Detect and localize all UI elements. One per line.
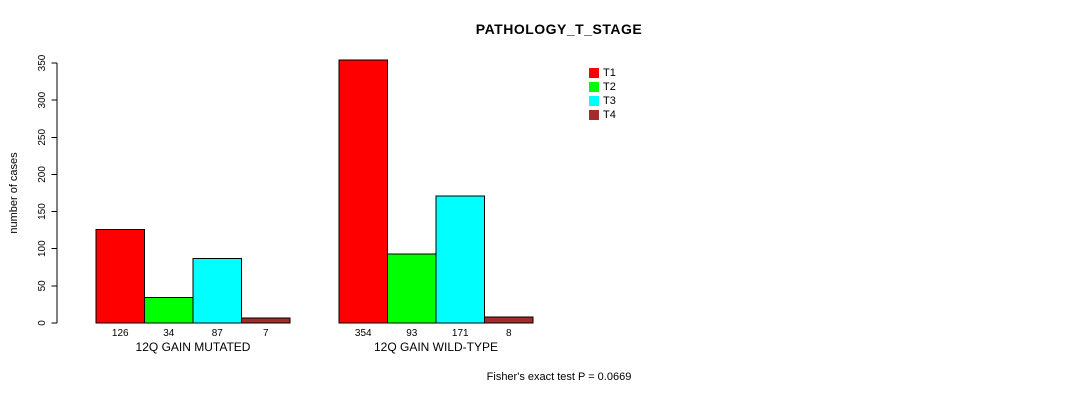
y-axis-tick-label: 350	[37, 54, 48, 71]
y-axis-tick-label: 150	[37, 203, 48, 220]
bar-value-label: 8	[506, 328, 512, 339]
y-axis-tick-label: 250	[37, 129, 48, 146]
bar-T2	[387, 253, 437, 324]
y-axis-tick-label: 100	[37, 240, 48, 257]
category-label: 12Q GAIN WILD-TYPE	[374, 340, 498, 354]
bar-value-label: 87	[212, 328, 224, 339]
legend-swatch-icon	[589, 82, 599, 92]
legend-swatch-icon	[589, 68, 599, 78]
bar-T1	[338, 59, 388, 324]
legend-label: T4	[603, 109, 616, 121]
y-axis-title: number of cases	[8, 152, 20, 234]
legend-item-T4: T4	[589, 108, 616, 122]
y-axis-tick-label: 200	[37, 166, 48, 183]
legend-item-T2: T2	[589, 80, 616, 94]
legend-item-T3: T3	[589, 94, 616, 108]
bar-T2	[144, 297, 194, 324]
bar-value-label: 93	[406, 328, 418, 339]
bar-T3	[435, 195, 485, 324]
bar-value-label: 354	[355, 328, 372, 339]
bar-T1	[95, 228, 145, 324]
bar-value-label: 126	[112, 328, 129, 339]
bar-T4	[484, 316, 534, 324]
y-axis-tick-label: 300	[37, 91, 48, 108]
bar-value-label: 34	[163, 328, 175, 339]
legend-label: T3	[603, 95, 616, 107]
bar-value-label: 171	[452, 328, 469, 339]
legend-swatch-icon	[589, 96, 599, 106]
legend-item-T1: T1	[589, 66, 616, 80]
category-label: 12Q GAIN MUTATED	[136, 340, 251, 354]
legend-swatch-icon	[589, 110, 599, 120]
legend-label: T1	[603, 67, 616, 79]
legend: T1 T2 T3 T4	[589, 66, 616, 122]
bar-T4	[241, 317, 291, 324]
bar-value-label: 7	[263, 328, 269, 339]
statistical-test-annotation: Fisher's exact test P = 0.0669	[486, 371, 632, 383]
chart-title: PATHOLOGY_T_STAGE	[475, 21, 643, 37]
legend-label: T2	[603, 81, 616, 93]
bar-T3	[192, 257, 242, 324]
y-axis-tick-label: 50	[37, 280, 48, 292]
y-axis-tick-label: 0	[37, 320, 48, 326]
